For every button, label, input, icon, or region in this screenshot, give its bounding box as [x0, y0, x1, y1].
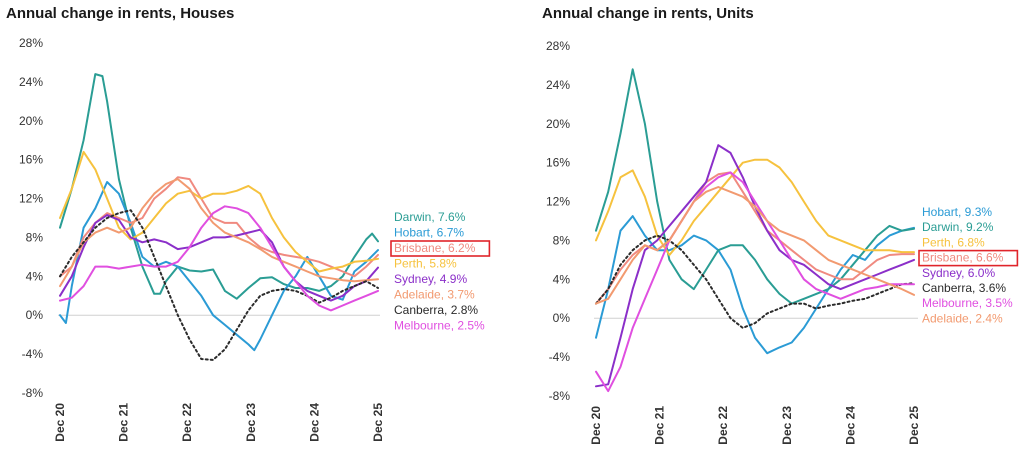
x-tick-label: Dec 20	[589, 406, 603, 445]
x-tick-label: Dec 24	[843, 406, 857, 445]
series-line-melbourne	[595, 171, 915, 393]
legend-label-darwin: Darwin, 7.6%	[394, 210, 466, 224]
x-tick-label: Dec 22	[716, 406, 730, 445]
y-tick-label: 20%	[19, 114, 43, 128]
legend-label-sydney: Sydney, 4.9%	[394, 272, 467, 286]
x-tick-label: Dec 21	[653, 406, 667, 445]
y-tick-label: 28%	[546, 39, 570, 53]
series-line-hobart	[59, 181, 379, 352]
legend-label-perth: Perth, 6.8%	[922, 235, 985, 249]
legend-label-brisbane: Brisbane, 6.6%	[922, 251, 1004, 265]
legend-label-melbourne: Melbourne, 2.5%	[394, 319, 485, 333]
legend-label-hobart: Hobart, 9.3%	[922, 205, 992, 219]
legend-label-perth: Perth, 5.8%	[394, 257, 457, 271]
series-line-canberra	[595, 234, 915, 329]
units-chart-title: Annual change in rents, Units	[542, 5, 754, 22]
y-tick-label: 24%	[19, 75, 43, 89]
legend-label-melbourne: Melbourne, 3.5%	[922, 296, 1013, 310]
houses-chart-plot: 28% 24% 20% 16% 12% 8% 4% 0% -4% -8% Dec 20 Dec 21 D…	[19, 36, 491, 442]
y-tick-label: 8%	[26, 230, 44, 244]
x-tick-label: Dec 24	[307, 403, 321, 442]
series-line-melbourne	[59, 205, 379, 312]
x-tick-label: Dec 20	[53, 403, 67, 442]
y-tick-label: -8%	[22, 386, 44, 400]
legend-label-hobart: Hobart, 6.7%	[394, 226, 464, 240]
series-line-adelaide	[59, 178, 379, 288]
y-tick-label: -4%	[22, 347, 44, 361]
legend-highlight-box	[390, 240, 491, 257]
legend-label-canberra: Canberra, 2.8%	[394, 303, 478, 317]
x-tick-label: Dec 25	[371, 403, 385, 442]
x-tick-label: Dec 21	[117, 403, 131, 442]
houses-chart-panel: Annual change in rents, Houses 28% 24% 20%…	[6, 5, 491, 442]
y-tick-label: 0%	[553, 311, 571, 325]
houses-chart-title: Annual change in rents, Houses	[6, 5, 235, 22]
y-tick-label: 24%	[546, 78, 570, 92]
legend-label-canberra: Canberra, 3.6%	[922, 281, 1006, 295]
y-tick-label: 4%	[26, 269, 44, 283]
series-line-perth	[59, 150, 379, 273]
x-tick-label: Dec 23	[780, 406, 794, 445]
units-chart-panel: Annual change in rents, Units 28% 24% 20% 1…	[512, 0, 1024, 452]
legend-label-adelaide: Adelaide, 3.7%	[394, 288, 475, 302]
units-chart-plot: 28% 24% 20% 16% 12% 8% 4% 0% -4% -8% Dec 20 Dec 21 D…	[546, 39, 1019, 445]
x-tick-label: Dec 25	[907, 406, 921, 445]
legend-label-brisbane: Brisbane, 6.2%	[394, 241, 476, 255]
series-line-sydney	[59, 214, 379, 302]
series-line-darwin	[59, 73, 379, 300]
y-tick-label: -4%	[549, 350, 571, 364]
series-line-perth	[595, 158, 915, 256]
y-tick-label: 12%	[19, 192, 43, 206]
y-tick-label: 8%	[553, 233, 571, 247]
y-tick-label: 16%	[19, 153, 43, 167]
x-tick-label: Dec 22	[180, 403, 194, 442]
y-tick-label: 20%	[546, 117, 570, 131]
legend-label-darwin: Darwin, 9.2%	[922, 220, 994, 234]
y-tick-label: 0%	[26, 308, 44, 322]
series-line-hobart	[595, 215, 915, 355]
x-tick-label: Dec 23	[244, 403, 258, 442]
series-line-canberra	[59, 209, 379, 361]
series-line-adelaide	[595, 186, 915, 305]
y-tick-label: 28%	[19, 36, 43, 50]
legend-highlight-box	[918, 249, 1019, 267]
series-line-darwin	[595, 68, 915, 305]
y-tick-label: -8%	[549, 389, 571, 403]
legend-label-adelaide: Adelaide, 2.4%	[922, 311, 1003, 325]
y-tick-label: 4%	[553, 272, 571, 286]
y-tick-label: 12%	[546, 195, 570, 209]
series-line-sydney	[595, 144, 915, 388]
legend-label-sydney: Sydney, 6.0%	[922, 266, 995, 280]
y-tick-label: 16%	[546, 156, 570, 170]
